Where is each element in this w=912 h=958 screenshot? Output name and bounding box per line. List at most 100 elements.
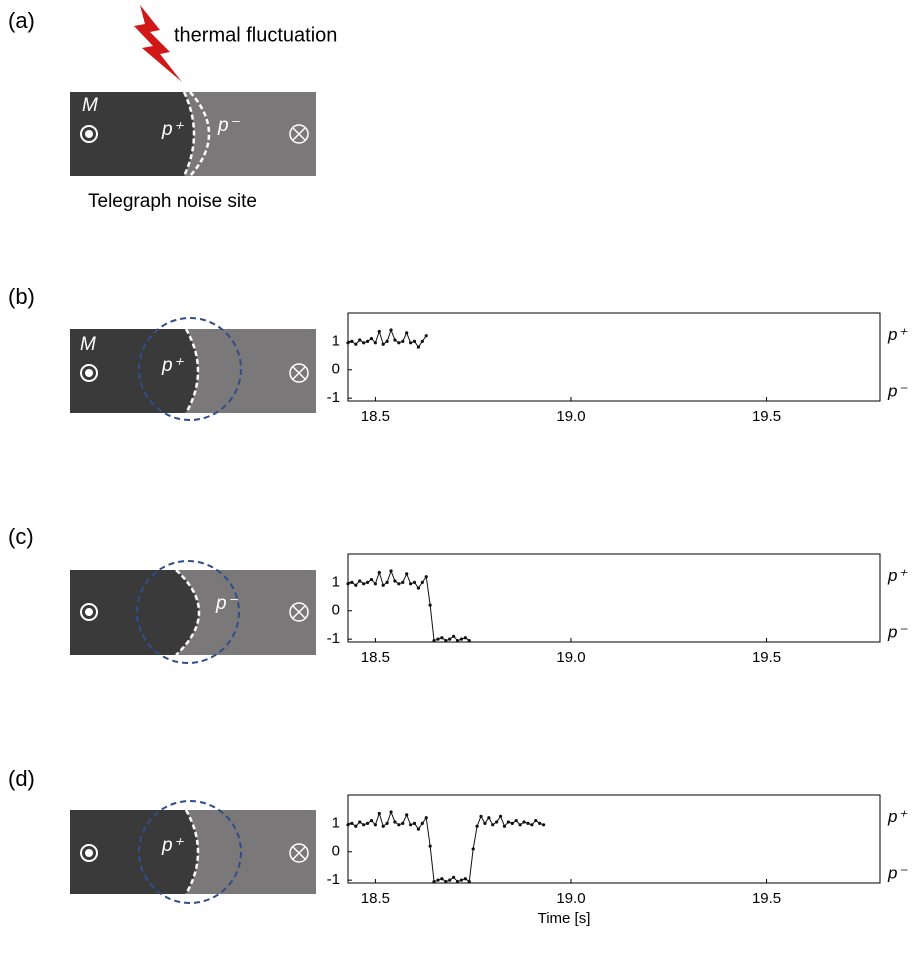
data-point xyxy=(412,580,417,584)
x-tick-label: 19.0 xyxy=(556,890,585,907)
data-point xyxy=(408,823,413,827)
data-point xyxy=(514,818,518,823)
data-point xyxy=(412,339,417,343)
data-point xyxy=(420,339,424,343)
data-point xyxy=(455,879,460,884)
data-point xyxy=(397,341,401,345)
data-point xyxy=(459,878,464,882)
domain-wall xyxy=(184,328,200,414)
y-tick-label: -1 xyxy=(327,630,340,647)
dot-symbol xyxy=(80,125,98,143)
data-point xyxy=(358,579,362,583)
data-point xyxy=(354,583,358,587)
y-tick-label: 0 xyxy=(332,361,340,378)
data-point xyxy=(479,814,483,818)
data-point xyxy=(350,580,354,584)
domain-wall xyxy=(182,91,196,177)
state-label: p⁺ xyxy=(887,566,908,585)
domain-wall xyxy=(175,569,201,656)
lightning-icon xyxy=(134,5,182,82)
data-point xyxy=(416,827,421,831)
data-point xyxy=(346,582,350,586)
domain-wall xyxy=(184,809,200,895)
annotation: thermal fluctuation xyxy=(174,24,337,46)
data-point xyxy=(401,580,405,584)
x-tick-label: 18.5 xyxy=(361,649,390,666)
y-tick-label: 1 xyxy=(332,332,340,349)
data-point xyxy=(506,820,510,824)
state-label: p⁺ xyxy=(887,325,908,344)
data-point xyxy=(463,636,467,640)
data-point xyxy=(440,636,444,640)
domain xyxy=(70,92,194,176)
panel-label: (b) xyxy=(8,284,35,309)
data-point xyxy=(471,847,475,851)
data-point xyxy=(428,844,432,848)
state-label: p⁻ xyxy=(215,593,239,614)
data-point xyxy=(416,345,421,349)
magnetization-label: M xyxy=(80,334,96,355)
cross-symbol xyxy=(289,602,309,622)
panel-label: (a) xyxy=(8,8,35,33)
data-point xyxy=(541,823,546,827)
data-point xyxy=(373,823,377,827)
data-point xyxy=(346,823,350,827)
data-point xyxy=(365,821,370,825)
data-point xyxy=(362,823,366,827)
state-label: p⁺ xyxy=(161,355,185,376)
data-point xyxy=(405,331,409,335)
data-point xyxy=(420,821,424,825)
site-circle xyxy=(138,800,242,904)
data-point xyxy=(405,572,409,576)
data-point xyxy=(381,824,385,828)
data-point xyxy=(362,341,366,345)
trace xyxy=(347,810,544,883)
data-point xyxy=(389,569,393,573)
dot-symbol xyxy=(85,849,93,857)
data-point xyxy=(436,637,440,641)
data-point xyxy=(365,339,370,343)
data-point xyxy=(412,821,417,825)
data-point xyxy=(373,582,377,586)
data-point xyxy=(428,603,432,607)
data-point xyxy=(408,341,413,345)
y-tick-label: 0 xyxy=(332,843,340,860)
data-point xyxy=(385,339,389,343)
data-point xyxy=(385,580,389,584)
magnetization-label: M xyxy=(82,95,98,116)
dot-symbol xyxy=(85,608,93,616)
data-point xyxy=(510,821,514,825)
y-tick-label: 1 xyxy=(332,814,340,831)
data-point xyxy=(369,336,374,341)
data-point xyxy=(424,334,428,338)
data-point xyxy=(389,810,393,814)
site-circle xyxy=(136,560,240,664)
data-point xyxy=(452,875,456,879)
site-circle xyxy=(138,317,242,421)
data-point xyxy=(393,579,397,583)
data-point xyxy=(346,341,350,345)
dot-symbol xyxy=(80,364,98,382)
cross-symbol xyxy=(289,363,309,383)
state-label: p⁺ xyxy=(887,807,908,826)
plot-frame xyxy=(347,553,881,643)
data-point xyxy=(424,816,428,820)
data-point xyxy=(373,341,377,345)
data-point xyxy=(389,328,393,332)
x-axis-label: Time [s] xyxy=(538,910,591,927)
data-point xyxy=(381,583,385,587)
x-tick-label: 19.5 xyxy=(752,890,781,907)
dot-symbol xyxy=(85,369,93,377)
data-point xyxy=(440,877,444,881)
x-tick-label: 19.5 xyxy=(752,408,781,425)
data-point xyxy=(362,582,366,586)
x-tick-label: 18.5 xyxy=(361,408,390,425)
y-tick-label: 0 xyxy=(332,602,340,619)
data-point xyxy=(530,823,534,827)
data-point xyxy=(498,814,503,818)
data-point xyxy=(475,824,479,828)
x-tick-label: 19.0 xyxy=(556,408,585,425)
data-point xyxy=(526,821,530,825)
data-point xyxy=(538,821,542,825)
